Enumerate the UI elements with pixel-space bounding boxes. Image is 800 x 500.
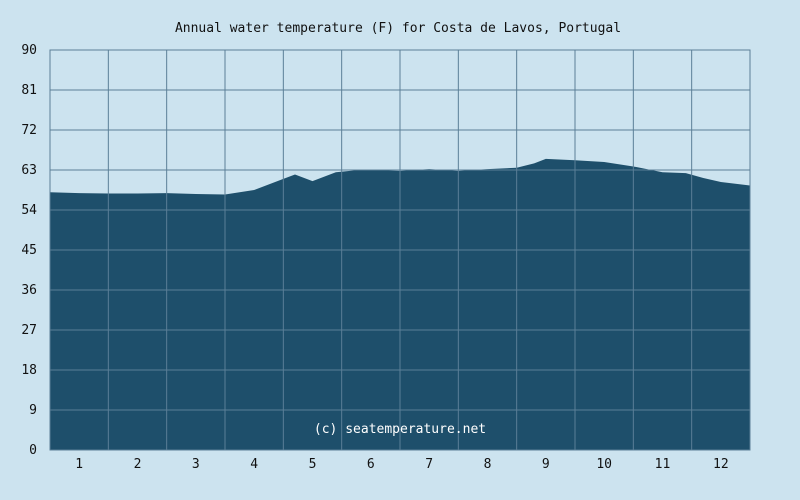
y-tick-label: 0 bbox=[29, 443, 37, 458]
x-tick-label: 2 bbox=[134, 457, 142, 472]
x-tick-label: 7 bbox=[425, 457, 433, 472]
y-tick-label: 45 bbox=[21, 243, 37, 258]
x-tick-label: 1 bbox=[75, 457, 83, 472]
y-tick-label: 18 bbox=[21, 363, 37, 378]
x-tick-label: 5 bbox=[309, 457, 317, 472]
y-axis-ticks: 0 9 18 27 36 45 54 63 72 81 90 bbox=[21, 43, 37, 458]
x-tick-label: 10 bbox=[596, 457, 612, 472]
y-tick-label: 36 bbox=[21, 283, 37, 298]
x-tick-label: 11 bbox=[655, 457, 671, 472]
x-axis-ticks: 1 2 3 4 5 6 7 8 9 10 11 12 bbox=[75, 457, 728, 472]
x-tick-label: 12 bbox=[713, 457, 729, 472]
x-tick-label: 6 bbox=[367, 457, 375, 472]
watermark-text: (c) seatemperature.net bbox=[314, 422, 486, 437]
x-tick-label: 3 bbox=[192, 457, 200, 472]
x-tick-label: 8 bbox=[484, 457, 492, 472]
x-tick-label: 4 bbox=[250, 457, 258, 472]
y-tick-label: 27 bbox=[21, 323, 37, 338]
y-tick-label: 81 bbox=[21, 83, 37, 98]
plot-frame bbox=[49, 49, 751, 451]
y-tick-label: 9 bbox=[29, 403, 37, 418]
y-tick-label: 72 bbox=[21, 123, 37, 138]
y-tick-label: 54 bbox=[21, 203, 37, 218]
chart-title: Annual water temperature (F) for Costa d… bbox=[175, 21, 621, 36]
y-tick-label: 90 bbox=[21, 43, 37, 58]
x-tick-label: 9 bbox=[542, 457, 550, 472]
y-tick-label: 63 bbox=[21, 163, 37, 178]
